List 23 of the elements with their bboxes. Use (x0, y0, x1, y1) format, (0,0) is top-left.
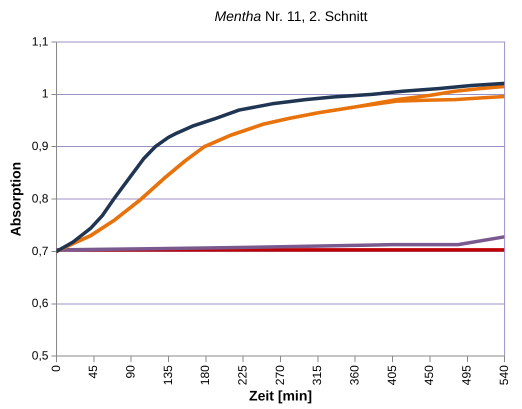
x-tick-label: 270 (272, 364, 287, 386)
y-tick-label: 0,7 (32, 244, 49, 258)
y-tick-label: 0,5 (32, 348, 49, 362)
x-tick-label: 495 (460, 364, 474, 386)
x-tick-label: 315 (310, 364, 324, 386)
x-tick-label: 0 (48, 364, 63, 372)
x-tick-label: 405 (384, 364, 399, 386)
x-tick-label: 45 (86, 364, 100, 379)
y-tick-label: 0,9 (32, 139, 49, 154)
x-tick-label: 450 (422, 364, 436, 386)
x-tick-label: 225 (236, 364, 250, 386)
chart-title: Mentha Nr. 11, 2. Schnitt (213, 8, 369, 24)
x-tick-label: 540 (496, 364, 511, 386)
x-axis-title: Zeit [min] (249, 387, 312, 404)
x-tick-label: 135 (160, 364, 175, 386)
y-tick-label: 1,1 (32, 34, 49, 48)
y-tick-label: 1 (42, 86, 49, 101)
y-tick-label: 0,6 (32, 296, 49, 310)
y-axis-title: Absorption (7, 162, 24, 236)
x-tick-label: 180 (198, 364, 212, 386)
y-tick-label: 0,8 (32, 191, 49, 206)
x-tick-label: 360 (348, 364, 362, 386)
x-tick-label: 90 (123, 364, 138, 379)
